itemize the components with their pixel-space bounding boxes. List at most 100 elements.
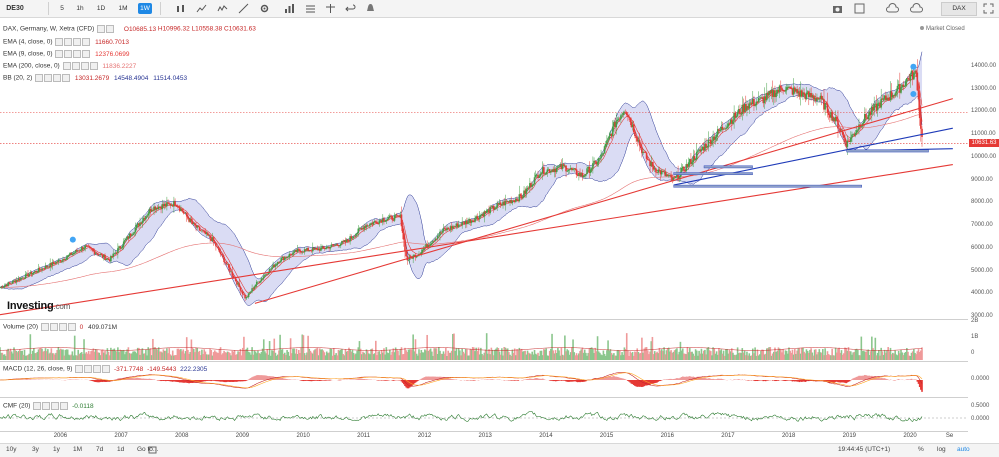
settings-box[interactable] bbox=[97, 25, 105, 33]
fibonacci-icon[interactable] bbox=[305, 3, 316, 14]
candle-body bbox=[147, 213, 149, 215]
interval-1w[interactable]: 1W bbox=[138, 3, 152, 14]
legend-volume-value: 409.071M bbox=[88, 324, 117, 331]
interval-5[interactable]: 5 bbox=[56, 3, 68, 14]
legend-box[interactable] bbox=[93, 365, 101, 373]
auto-toggle[interactable]: auto bbox=[957, 446, 970, 453]
layout-icon[interactable] bbox=[854, 3, 865, 14]
volume-axis[interactable]: 2B 1B 0 bbox=[968, 320, 999, 361]
legend-box[interactable] bbox=[75, 365, 83, 373]
candle-body bbox=[855, 133, 857, 135]
candle-body bbox=[501, 205, 503, 206]
scale-icon[interactable] bbox=[325, 3, 336, 14]
macd-pane[interactable]: MACD (12, 26, close, 9) -371.7748 -149.5… bbox=[0, 362, 968, 398]
percent-toggle[interactable]: % bbox=[918, 446, 924, 453]
legend-box[interactable] bbox=[59, 323, 67, 331]
legend-box[interactable] bbox=[42, 402, 50, 410]
candle-body bbox=[88, 246, 90, 247]
legend-box[interactable] bbox=[55, 50, 63, 58]
cloud-save-icon[interactable] bbox=[886, 3, 897, 14]
hide-box[interactable] bbox=[106, 25, 114, 33]
candle-body bbox=[863, 122, 865, 124]
legend-box[interactable] bbox=[82, 50, 90, 58]
range-3y[interactable]: 3y bbox=[32, 446, 39, 453]
candle-body bbox=[598, 158, 600, 162]
range-7d[interactable]: 7d bbox=[96, 446, 103, 453]
legend-box[interactable] bbox=[68, 323, 76, 331]
cmf-axis[interactable]: 0.5000 0.0000 bbox=[968, 398, 999, 431]
legend-box[interactable] bbox=[72, 62, 80, 70]
interval-1d[interactable]: 1D bbox=[95, 3, 107, 14]
range-1y[interactable]: 1y bbox=[53, 446, 60, 453]
price-chart[interactable] bbox=[0, 18, 968, 319]
candle-body bbox=[688, 162, 690, 166]
legend-box[interactable] bbox=[35, 74, 43, 82]
candle-body bbox=[534, 177, 536, 184]
alert-icon[interactable] bbox=[365, 3, 376, 14]
time-tick: 2009 bbox=[236, 433, 249, 439]
fullscreen-icon[interactable] bbox=[983, 3, 994, 14]
legend-box[interactable] bbox=[53, 74, 61, 82]
cmf-pane[interactable]: CMF (20) -0.0118 bbox=[0, 398, 968, 432]
compare-icon[interactable] bbox=[284, 3, 295, 14]
volume-pane[interactable]: Volume (20) 0 409.071M bbox=[0, 320, 968, 362]
log-toggle[interactable]: log bbox=[937, 446, 946, 453]
candle-body bbox=[838, 128, 840, 129]
range-10y[interactable]: 10y bbox=[6, 446, 16, 453]
candle-body bbox=[355, 234, 357, 237]
legend-box[interactable] bbox=[102, 365, 110, 373]
candles-icon[interactable] bbox=[175, 3, 186, 14]
legend-box[interactable] bbox=[51, 402, 59, 410]
drawing-icon[interactable] bbox=[238, 3, 249, 14]
macd-hist-bar bbox=[625, 379, 627, 380]
candle-body bbox=[404, 240, 406, 251]
index-selector[interactable]: DAX bbox=[941, 2, 977, 16]
cloud-load-icon[interactable] bbox=[910, 3, 921, 14]
candle-body bbox=[887, 98, 889, 100]
legend-box[interactable] bbox=[44, 74, 52, 82]
legend-box[interactable] bbox=[82, 38, 90, 46]
candle-body bbox=[621, 115, 623, 116]
legend-box[interactable] bbox=[33, 402, 41, 410]
legend-box[interactable] bbox=[60, 402, 68, 410]
line-chart-icon[interactable] bbox=[196, 3, 207, 14]
legend-box[interactable] bbox=[81, 62, 89, 70]
legend-box[interactable] bbox=[73, 38, 81, 46]
calendar-icon[interactable] bbox=[148, 445, 157, 456]
legend-box[interactable] bbox=[90, 62, 98, 70]
time-tick: 2017 bbox=[721, 433, 734, 439]
top-toolbar: DE30 5 1h 1D 1M 1W DAX bbox=[0, 0, 999, 18]
candle-body bbox=[320, 248, 322, 251]
symbol-selector[interactable]: DE30 bbox=[4, 3, 26, 14]
interval-1m[interactable]: 1M bbox=[117, 3, 129, 14]
legend-box[interactable] bbox=[64, 38, 72, 46]
candle-body bbox=[683, 167, 685, 171]
undo-icon[interactable] bbox=[345, 3, 356, 14]
candle-body bbox=[737, 112, 739, 116]
interval-1h[interactable]: 1h bbox=[74, 3, 86, 14]
gear-icon[interactable] bbox=[259, 3, 270, 14]
price-pane[interactable]: DAX, Germany, W, Xetra (CFD) O10685.13 H… bbox=[0, 18, 968, 320]
candle-body bbox=[347, 239, 349, 240]
volume-tick: 2B bbox=[971, 318, 978, 324]
legend-box[interactable] bbox=[84, 365, 92, 373]
legend-box[interactable] bbox=[55, 38, 63, 46]
camera-icon[interactable] bbox=[832, 3, 843, 14]
indicators-icon[interactable] bbox=[217, 3, 228, 14]
ohlc-low: L10558.38 bbox=[192, 26, 223, 33]
candle-body bbox=[590, 169, 592, 173]
macd-axis[interactable]: 0.0000 bbox=[968, 362, 999, 397]
candle-body bbox=[80, 250, 82, 251]
legend-box[interactable] bbox=[50, 323, 58, 331]
range-1m[interactable]: 1M bbox=[73, 446, 82, 453]
candle-body bbox=[877, 103, 879, 110]
legend-box[interactable] bbox=[62, 74, 70, 82]
legend-box[interactable] bbox=[64, 50, 72, 58]
legend-box[interactable] bbox=[41, 323, 49, 331]
candle-body bbox=[292, 253, 294, 255]
legend-box[interactable] bbox=[63, 62, 71, 70]
legend-box[interactable] bbox=[73, 50, 81, 58]
range-1d[interactable]: 1d bbox=[117, 446, 124, 453]
